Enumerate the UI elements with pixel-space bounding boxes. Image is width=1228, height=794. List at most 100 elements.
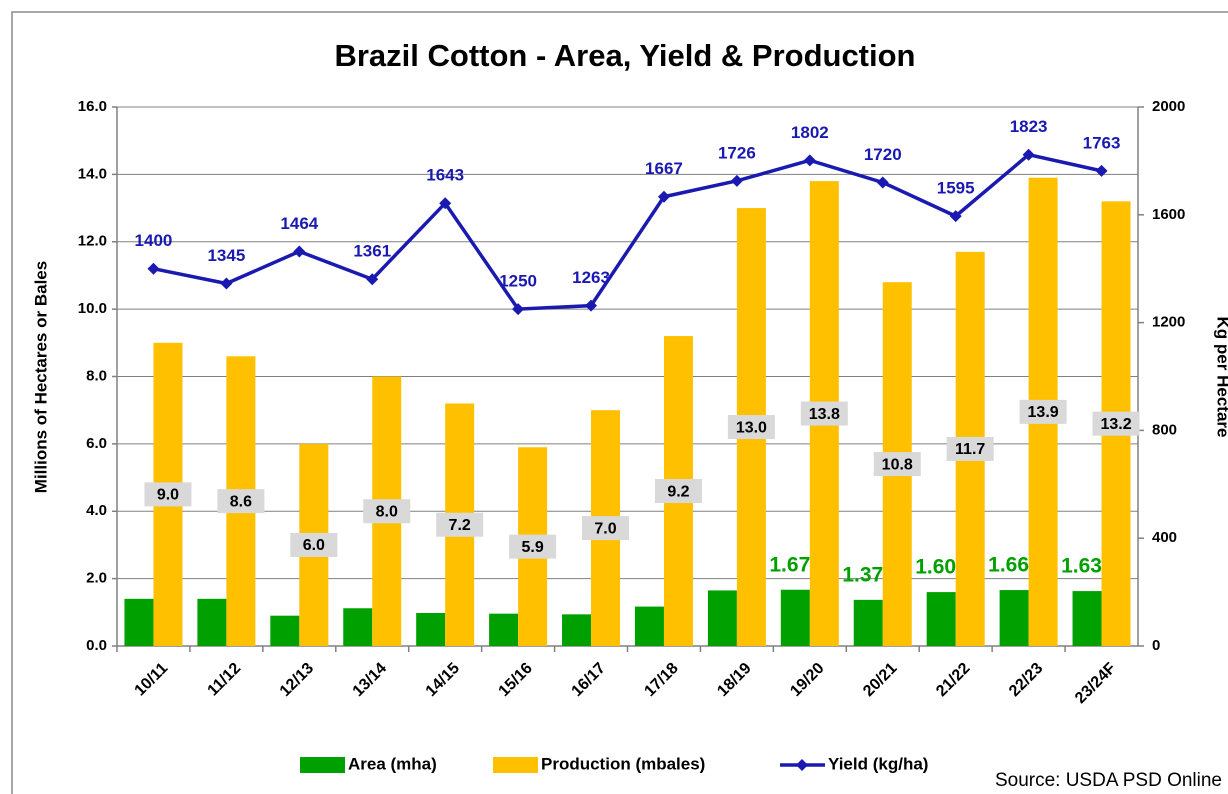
y-tick-label: 4.0	[86, 502, 107, 519]
value-label: 1643	[426, 166, 464, 185]
value-label: 1250	[499, 272, 537, 291]
value-label: 1.60	[915, 556, 956, 579]
bar	[270, 615, 300, 646]
value-label: 1263	[572, 268, 610, 287]
yield-marker	[366, 273, 379, 286]
value-label: 1763	[1083, 133, 1121, 152]
value-label: 1.67	[769, 553, 810, 576]
value-label: 1823	[1010, 117, 1048, 136]
yield-marker	[657, 190, 670, 203]
legend-label: Production (mbales)	[541, 754, 705, 773]
bar	[707, 590, 737, 646]
value-label-box	[436, 512, 484, 537]
value-label-box	[873, 452, 921, 477]
value-label: 7.2	[449, 517, 471, 534]
yield-marker	[876, 176, 889, 189]
y2-tick-label: 800	[1152, 421, 1177, 438]
yield-marker	[439, 197, 452, 210]
bar	[634, 606, 664, 646]
bar	[853, 599, 883, 646]
yield-marker	[730, 174, 743, 187]
value-label-box	[727, 415, 775, 440]
yield-line	[153, 152, 1102, 311]
legend-swatch	[493, 757, 538, 773]
value-label: 13.9	[1028, 404, 1059, 421]
y-tick-label: 14.0	[78, 165, 107, 182]
bar	[124, 598, 154, 646]
value-label-box	[290, 532, 338, 557]
bar	[489, 613, 519, 646]
yield-marker	[803, 154, 816, 167]
yield-marker	[147, 262, 160, 275]
value-label: 1667	[645, 159, 683, 178]
y-tick-label: 16.0	[78, 98, 107, 115]
yield-marker	[220, 277, 233, 290]
value-label: 5.9	[521, 539, 543, 556]
value-label-box	[144, 482, 192, 507]
value-label: 1400	[135, 231, 173, 250]
bar	[1072, 591, 1102, 646]
legend-swatch	[300, 757, 345, 773]
value-label-box	[1092, 411, 1140, 436]
value-label: 1.63	[1061, 555, 1102, 578]
bar	[926, 592, 956, 646]
y-tick-label: 12.0	[78, 233, 107, 250]
value-label: 9.2	[667, 483, 689, 500]
value-label: 13.0	[736, 419, 767, 436]
y-axis-label: Millions of Hectares or Bales	[31, 261, 50, 493]
y2-tick-label: 0	[1152, 637, 1160, 654]
value-label: 1726	[718, 143, 756, 162]
value-label: 1345	[207, 246, 245, 265]
legend-label: Yield (kg/ha)	[828, 754, 928, 773]
yield-marker	[949, 210, 962, 223]
value-label: 1802	[791, 123, 829, 142]
bar	[416, 612, 446, 646]
legend-marker	[796, 759, 808, 771]
chart-title: Brazil Cotton - Area, Yield & Production	[334, 38, 915, 73]
value-label: 13.8	[809, 406, 840, 423]
y-tick-label: 6.0	[86, 435, 107, 452]
y2-axis-label: Kg per Hectare	[1214, 317, 1228, 438]
value-label: 13.2	[1100, 416, 1131, 433]
value-label: 1.66	[988, 554, 1029, 577]
value-label-box	[1019, 399, 1067, 424]
y-tick-label: 0.0	[86, 637, 107, 654]
value-label: 11.7	[955, 441, 985, 458]
value-label-box	[800, 401, 848, 426]
yield-marker	[585, 299, 598, 312]
value-label: 1.37	[842, 563, 883, 586]
value-label: 1361	[353, 242, 391, 261]
value-label-box	[509, 534, 557, 559]
yield-marker	[1095, 164, 1108, 177]
bar	[197, 598, 227, 646]
y2-tick-label: 2000	[1152, 98, 1185, 115]
value-label-box	[654, 479, 702, 504]
value-label: 7.0	[594, 520, 616, 537]
y2-tick-label: 400	[1152, 529, 1177, 546]
value-label-box	[363, 499, 411, 524]
value-label: 6.0	[303, 537, 325, 554]
y-tick-label: 8.0	[86, 367, 107, 384]
value-label-box	[946, 436, 994, 461]
source-note: Source: USDA PSD Online	[995, 770, 1222, 791]
value-label-box	[217, 489, 265, 514]
y-tick-label: 2.0	[86, 570, 107, 587]
value-label: 10.8	[882, 456, 913, 473]
value-label: 1720	[864, 145, 902, 164]
value-label-box	[582, 516, 630, 541]
value-label: 1464	[280, 214, 318, 233]
y2-tick-label: 1600	[1152, 206, 1185, 223]
bar	[999, 590, 1029, 646]
value-label: 1595	[937, 179, 975, 198]
legend-label: Area (mha)	[348, 754, 437, 773]
bar	[343, 608, 373, 646]
bar	[562, 614, 592, 646]
yield-marker	[512, 303, 525, 316]
y2-tick-label: 1200	[1152, 314, 1185, 331]
yield-marker	[293, 245, 306, 258]
bar	[780, 589, 810, 646]
value-label: 8.6	[230, 493, 252, 510]
yield-marker	[1022, 148, 1035, 161]
y-tick-label: 10.0	[78, 300, 107, 317]
